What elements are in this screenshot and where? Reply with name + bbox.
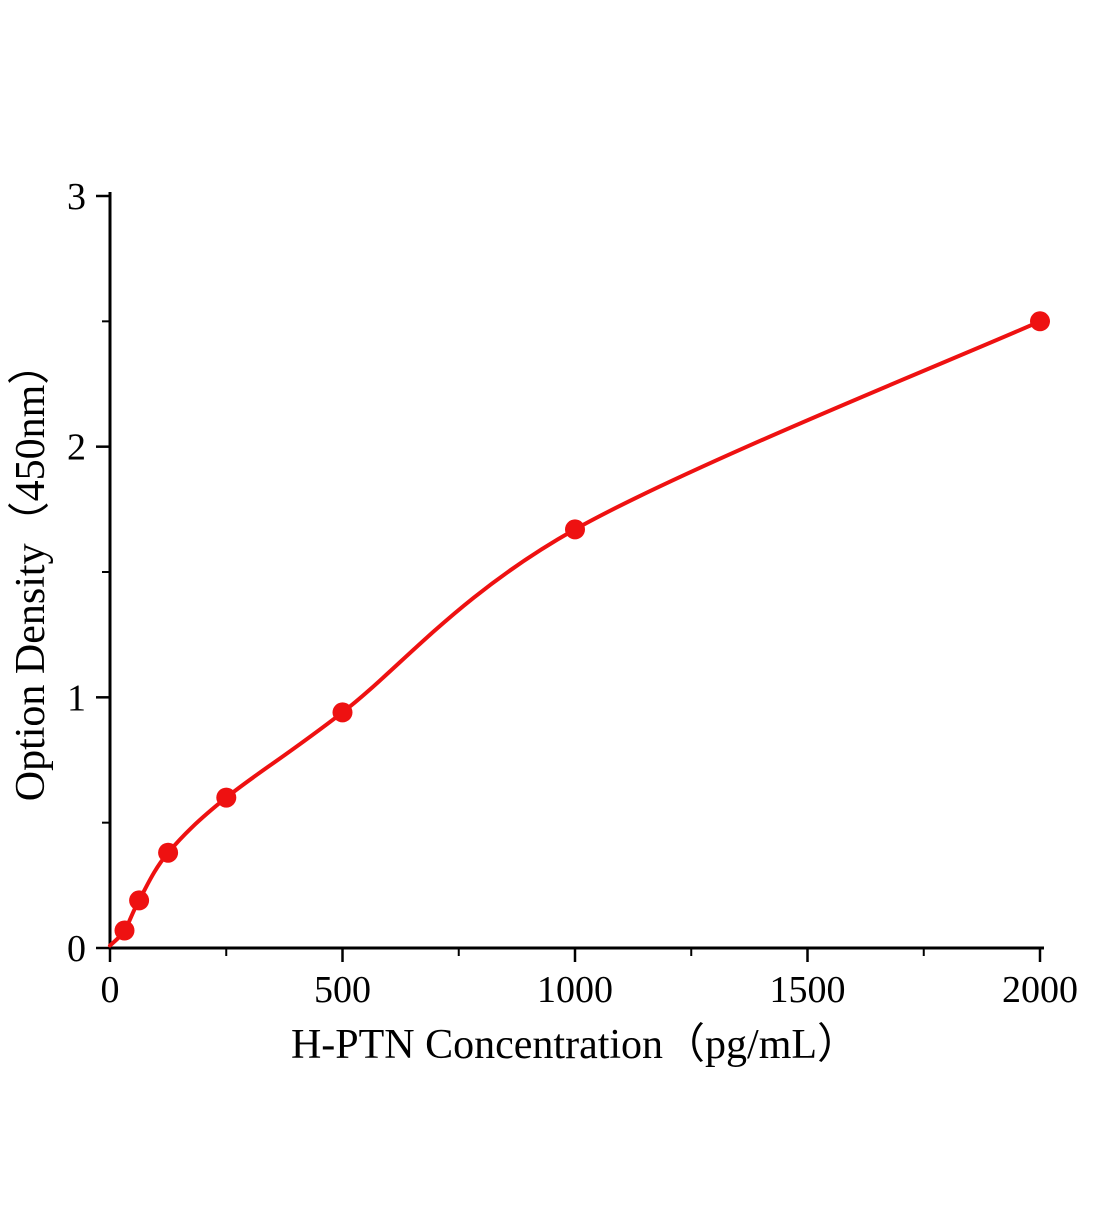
data-points-layer <box>114 311 1050 941</box>
data-point <box>129 890 150 911</box>
x-tick-label: 1000 <box>537 969 613 1011</box>
data-point <box>216 787 237 808</box>
x-tick-label: 500 <box>314 969 371 1011</box>
data-point <box>158 842 179 863</box>
fit-curve <box>108 319 1042 948</box>
y-tick-label: 1 <box>67 677 86 719</box>
data-point <box>114 920 135 941</box>
y-tick-label: 0 <box>67 928 86 970</box>
data-point <box>332 702 353 723</box>
y-tick-label: 2 <box>67 427 86 469</box>
x-tick-label: 1500 <box>770 969 846 1011</box>
y-axis-title: Option Density（450nm） <box>8 343 54 802</box>
fit-curve-layer <box>108 319 1042 948</box>
x-tick-label: 0 <box>101 969 120 1011</box>
x-tick-label: 2000 <box>1002 969 1078 1011</box>
data-point <box>1030 311 1050 332</box>
y-tick-label: 3 <box>67 176 86 218</box>
data-point <box>565 519 585 540</box>
chart-axes-layer: 0 500 1000 1500 2000 0 1 2 3 <box>67 176 1078 1011</box>
x-axis-title: H-PTN Concentration（pg/mL） <box>291 1022 859 1068</box>
